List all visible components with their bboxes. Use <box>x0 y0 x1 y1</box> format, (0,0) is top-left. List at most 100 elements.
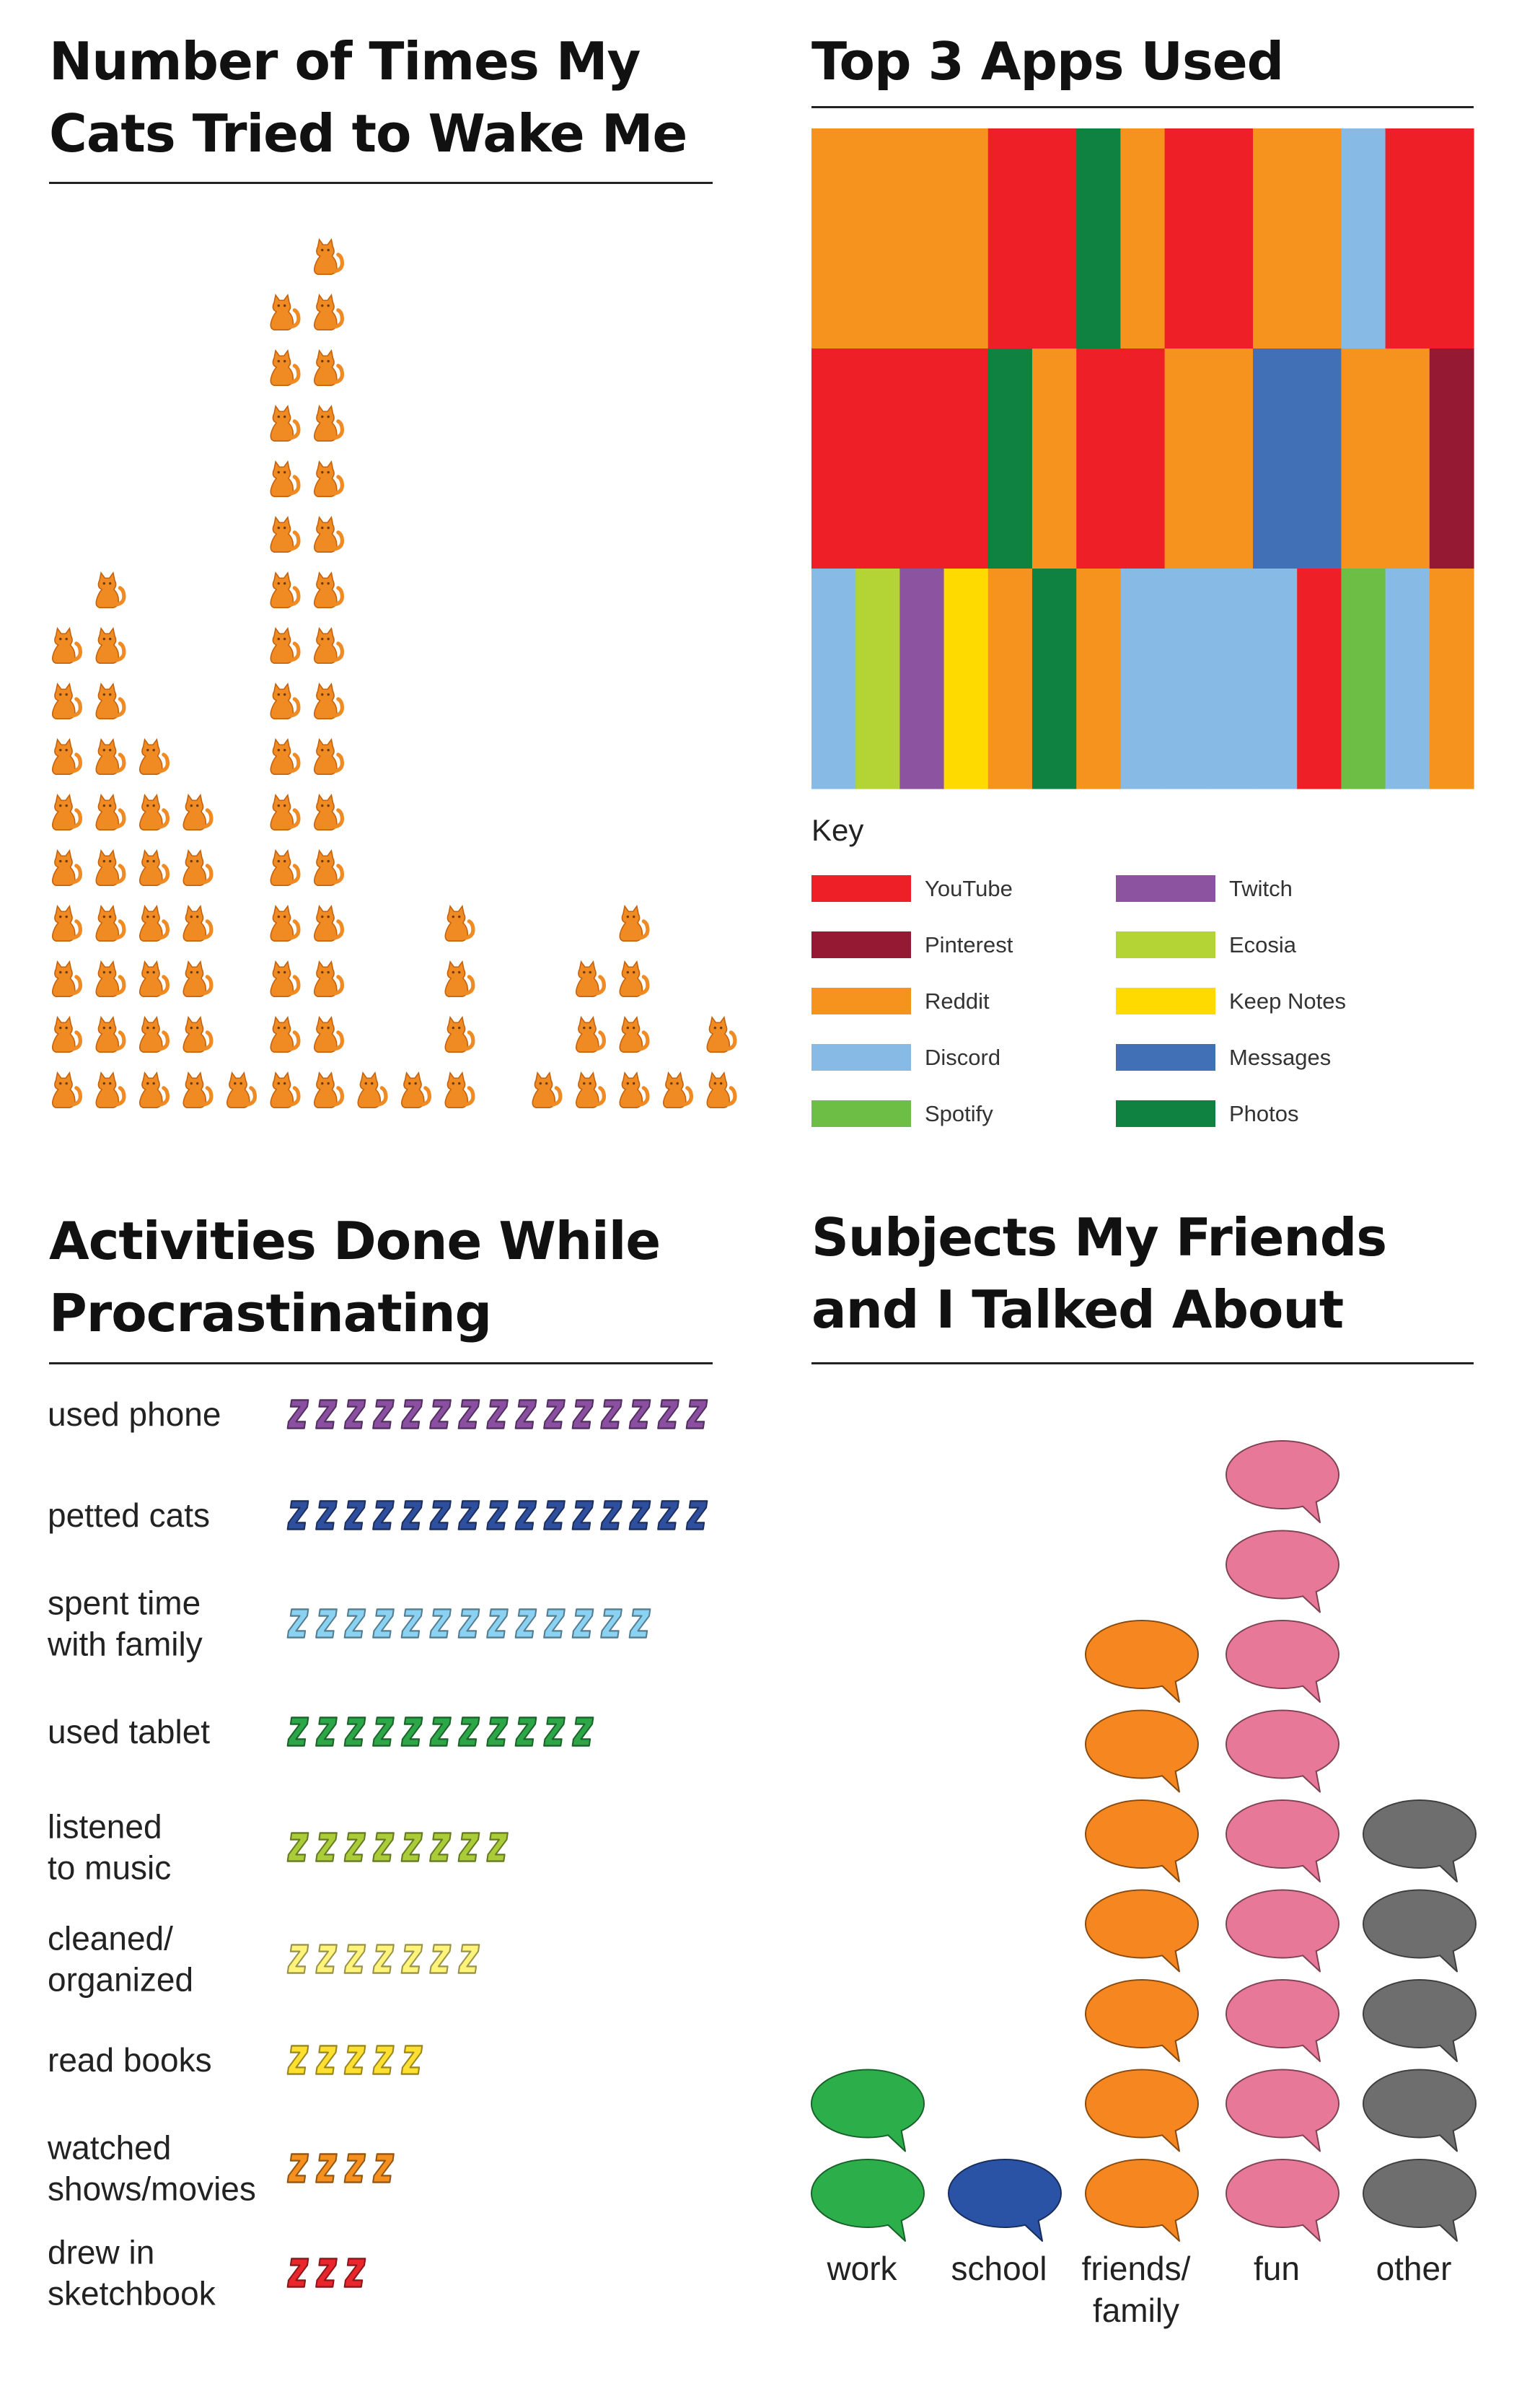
activity-row: used phone <box>48 1395 708 1433</box>
z-letter-icon <box>457 1399 480 1429</box>
cat-icon <box>314 295 343 330</box>
activity-row: cleaned/organized <box>48 1920 480 1999</box>
z-letter-icon <box>543 1608 566 1639</box>
z-letter-icon <box>372 1500 395 1530</box>
heatmap-cell <box>1076 348 1121 569</box>
heatmap-cell <box>1253 128 1298 349</box>
legend-label: Discord <box>925 1045 1000 1070</box>
speech-bubble-icon <box>1226 1440 1339 1523</box>
z-letter-icon <box>343 2045 366 2075</box>
legend-item: Ecosia <box>1116 931 1297 958</box>
activities-chart: used phone petted cats spent time with fami… <box>47 1395 708 2312</box>
legend-swatch <box>1116 931 1215 958</box>
z-letter-icon <box>286 1944 309 1974</box>
activity-label: listened <box>48 1808 162 1846</box>
subject-column: other <box>1363 1799 1477 2287</box>
z-letter-icon <box>571 1500 594 1530</box>
z-letter-icon <box>372 1716 395 1747</box>
cat-icon <box>53 1017 81 1052</box>
z-letter-icon <box>429 1944 452 1974</box>
cat-icon <box>53 906 81 941</box>
heatmap-cell <box>1032 128 1077 349</box>
legend-swatch <box>1116 875 1215 902</box>
z-letter-icon <box>343 2258 366 2288</box>
cat-icon <box>664 1073 692 1108</box>
z-letter-icon <box>400 1399 423 1429</box>
heatmap-cell <box>1208 348 1254 569</box>
apps-key-label: Key <box>811 813 863 847</box>
cat-icon <box>140 962 168 996</box>
cat-icon <box>576 1073 604 1108</box>
cat-column <box>445 906 473 1108</box>
z-letter-icon <box>429 1832 452 1862</box>
cat-column <box>227 1073 255 1108</box>
cat-column <box>707 1017 735 1108</box>
subject-label: other <box>1376 2250 1452 2287</box>
apps-title-rule <box>811 106 1474 108</box>
cat-icon <box>140 1017 168 1052</box>
speech-bubble-icon <box>1085 2159 1199 2242</box>
activity-label: petted cats <box>48 1496 210 1534</box>
speech-bubble-icon <box>948 2159 1062 2242</box>
heatmap-cell <box>899 569 945 789</box>
z-letter-icon <box>343 1832 366 1862</box>
heatmap-cell <box>1385 128 1430 349</box>
subjects-title-line2: and I Talked About <box>811 1279 1344 1340</box>
cat-icon <box>620 1073 648 1108</box>
heatmap-cell <box>1164 128 1210 349</box>
heatmap-cell <box>943 348 989 569</box>
z-letter-icon <box>400 2045 423 2075</box>
heatmap-cell <box>943 128 989 349</box>
z-letter-icon <box>628 1608 651 1639</box>
heatmap-cell <box>1120 569 1166 789</box>
subjects-chart: work school friends/family fun other <box>811 1440 1477 2329</box>
legend-item: Discord <box>811 1044 1000 1071</box>
z-letter-icon <box>657 1399 679 1429</box>
cat-column <box>183 795 211 1108</box>
heatmap-cell <box>1253 569 1298 789</box>
activities-title-line2: Procrastinating <box>49 1283 492 1343</box>
cat-icon <box>270 573 299 608</box>
activity-label: used phone <box>48 1395 221 1433</box>
speech-bubble-icon <box>1226 1979 1339 2062</box>
cat-icon <box>314 906 343 941</box>
heatmap-cell <box>1297 128 1342 349</box>
cat-icon <box>270 684 299 719</box>
activity-row: read books <box>48 2041 423 2079</box>
subject-label: work <box>826 2250 897 2287</box>
subject-label: family <box>1093 2292 1179 2329</box>
cat-icon <box>620 906 648 941</box>
z-letter-icon <box>543 1500 566 1530</box>
z-letter-icon <box>315 1500 338 1530</box>
cat-icon <box>53 628 81 663</box>
speech-bubble-icon <box>1085 1799 1199 1882</box>
heatmap-cell <box>1341 569 1386 789</box>
cat-icon <box>620 962 648 996</box>
speech-bubble-icon <box>1363 1799 1477 1882</box>
cat-icon <box>53 1073 81 1108</box>
activity-label: shows/movies <box>48 2170 256 2208</box>
cat-icon <box>96 851 124 885</box>
speech-bubble-icon <box>1085 1889 1199 1973</box>
z-letter-icon <box>343 1944 366 1974</box>
z-letter-icon <box>429 1716 452 1747</box>
activity-label: organized <box>48 1961 193 1999</box>
cat-icon <box>227 1073 255 1108</box>
z-letter-icon <box>372 1944 395 1974</box>
z-letter-icon <box>628 1399 651 1429</box>
legend-swatch <box>1116 1100 1215 1127</box>
legend-item: Keep Notes <box>1116 988 1346 1014</box>
subjects-title-line1: Subjects My Friends <box>811 1207 1387 1268</box>
z-letter-icon <box>457 1944 480 1974</box>
z-letter-icon <box>543 1399 566 1429</box>
speech-bubble-icon <box>1363 2069 1477 2152</box>
cat-icon <box>183 906 211 941</box>
apps-title: Top 3 Apps Used <box>811 31 1284 92</box>
cat-icon <box>314 406 343 441</box>
cat-icon <box>53 962 81 996</box>
speech-bubble-icon <box>1085 1620 1199 1703</box>
z-letter-icon <box>514 1716 537 1747</box>
z-letter-icon <box>429 1608 452 1639</box>
cat-icon <box>96 684 124 719</box>
